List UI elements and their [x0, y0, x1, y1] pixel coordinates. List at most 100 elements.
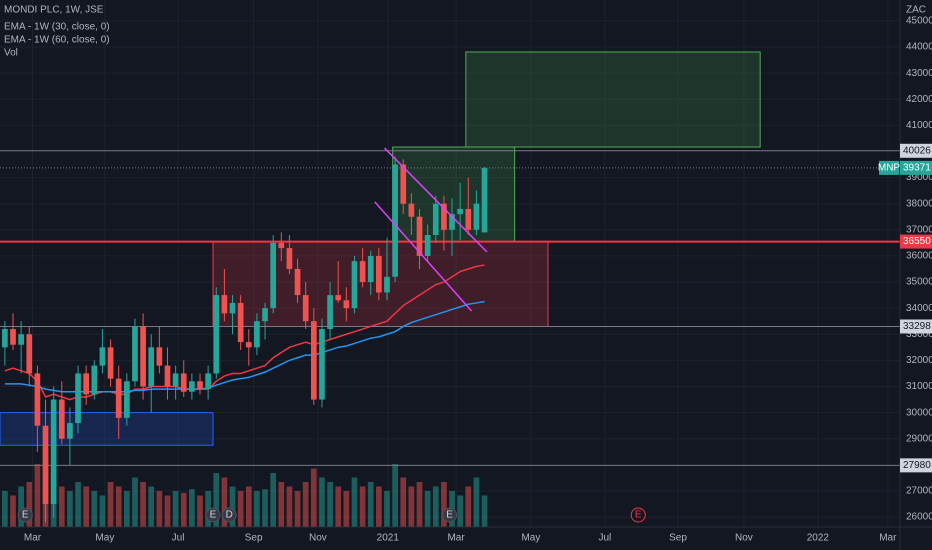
candle-body [465, 208, 472, 230]
y-tick-label: 33000 [906, 329, 932, 340]
candle-body [115, 378, 122, 418]
y-tick-label: 41000 [906, 120, 932, 131]
event-label: E [210, 510, 217, 521]
candle-body [237, 302, 244, 343]
volume-bar [254, 491, 260, 527]
candle-body [262, 308, 268, 322]
y-tick-label: 34000 [906, 303, 932, 314]
volume-bar [400, 477, 407, 527]
volume-bar [473, 477, 480, 527]
volume-bar [351, 477, 358, 527]
volume-bar [115, 486, 122, 527]
candle-body [278, 242, 285, 249]
volume-bar [392, 464, 398, 527]
event-marker [205, 507, 221, 523]
y-tick-label: 39000 [906, 172, 932, 183]
volume-bar [180, 492, 187, 527]
candle-body [473, 203, 480, 230]
volume-bar [286, 486, 293, 527]
volume-bar [319, 477, 325, 527]
volume-bar [18, 486, 24, 527]
volume-bar [99, 495, 106, 527]
y-tick-label: 27000 [906, 486, 932, 497]
candle-body [310, 321, 317, 400]
candle-body [10, 329, 16, 345]
zone [465, 51, 761, 148]
y-tick-label: 36000 [906, 251, 932, 262]
volume-bar [67, 491, 73, 527]
y-tick-label: 30000 [906, 407, 932, 418]
event-label: E [446, 510, 453, 521]
event-label: D [226, 510, 233, 521]
candle-body [2, 329, 8, 348]
x-tick-label: 2021 [377, 533, 400, 544]
trendline [374, 201, 473, 312]
x-tick-label: May [95, 533, 114, 544]
candle-body [384, 276, 390, 293]
volume-bar [132, 477, 138, 527]
candle-body [18, 334, 24, 345]
y-tick-label: 45000 [906, 16, 932, 27]
event-marker [630, 507, 646, 523]
volume-bar [107, 482, 114, 527]
candle-body [335, 295, 342, 301]
x-tick-label: Nov [309, 533, 327, 544]
volume-bar [302, 482, 309, 527]
event-marker [442, 507, 458, 523]
y-tick-label: 44000 [906, 42, 932, 53]
y-tick-label: 32000 [906, 355, 932, 366]
volume-bar [278, 482, 285, 527]
volume-bar [416, 482, 423, 527]
candle-body [254, 321, 260, 348]
candle-body [140, 326, 146, 387]
candle-body [91, 365, 98, 395]
y-tick-label: 37000 [906, 224, 932, 235]
candle-body [294, 268, 301, 296]
candle-body [367, 255, 374, 283]
price-tag-label: 36550 [903, 236, 931, 247]
event-marker [17, 507, 33, 523]
volume-bar [270, 473, 277, 527]
y-tick-label: 38000 [906, 198, 932, 209]
candle-body [481, 167, 488, 233]
candle-body [302, 295, 309, 322]
candle-body [416, 216, 423, 256]
price-tag-label: 27980 [903, 460, 931, 471]
zone [0, 412, 214, 446]
volume-bar [172, 491, 179, 527]
candle-body [400, 164, 407, 204]
volume-bar [205, 491, 211, 527]
candle-body [132, 326, 138, 382]
legend-entry: EMA - 1W (30, close, 0) [4, 22, 110, 33]
candle-body [424, 235, 431, 256]
volume-bar [237, 491, 244, 527]
price-tag-label: 40026 [903, 145, 931, 156]
candle-body [148, 347, 155, 387]
volume-bar [408, 486, 415, 527]
event-label: E [635, 510, 642, 521]
volume-bar [424, 491, 431, 527]
volume-bar [367, 482, 374, 527]
candle-body [213, 295, 220, 374]
candle-body [229, 302, 236, 314]
volume-bar [10, 495, 16, 527]
candle-body [205, 373, 211, 390]
candle-body [392, 164, 398, 277]
volume-bar [432, 486, 439, 527]
candle-body [50, 399, 57, 505]
candle-body [164, 365, 171, 387]
volume-bar [359, 486, 366, 527]
x-tick-label: 2022 [807, 533, 830, 544]
volume-bar [123, 491, 130, 527]
currency-label: ZAC [906, 5, 926, 16]
volume-bar [384, 491, 390, 527]
candle-body [408, 203, 415, 217]
ema-line [4, 264, 485, 401]
x-tick-label: Jul [172, 533, 185, 544]
price-tag-label: 39371 [903, 163, 931, 174]
candle-body [189, 381, 195, 392]
candle-body [376, 255, 382, 293]
y-tick-label: 31000 [906, 381, 932, 392]
volume-bar [221, 477, 228, 527]
